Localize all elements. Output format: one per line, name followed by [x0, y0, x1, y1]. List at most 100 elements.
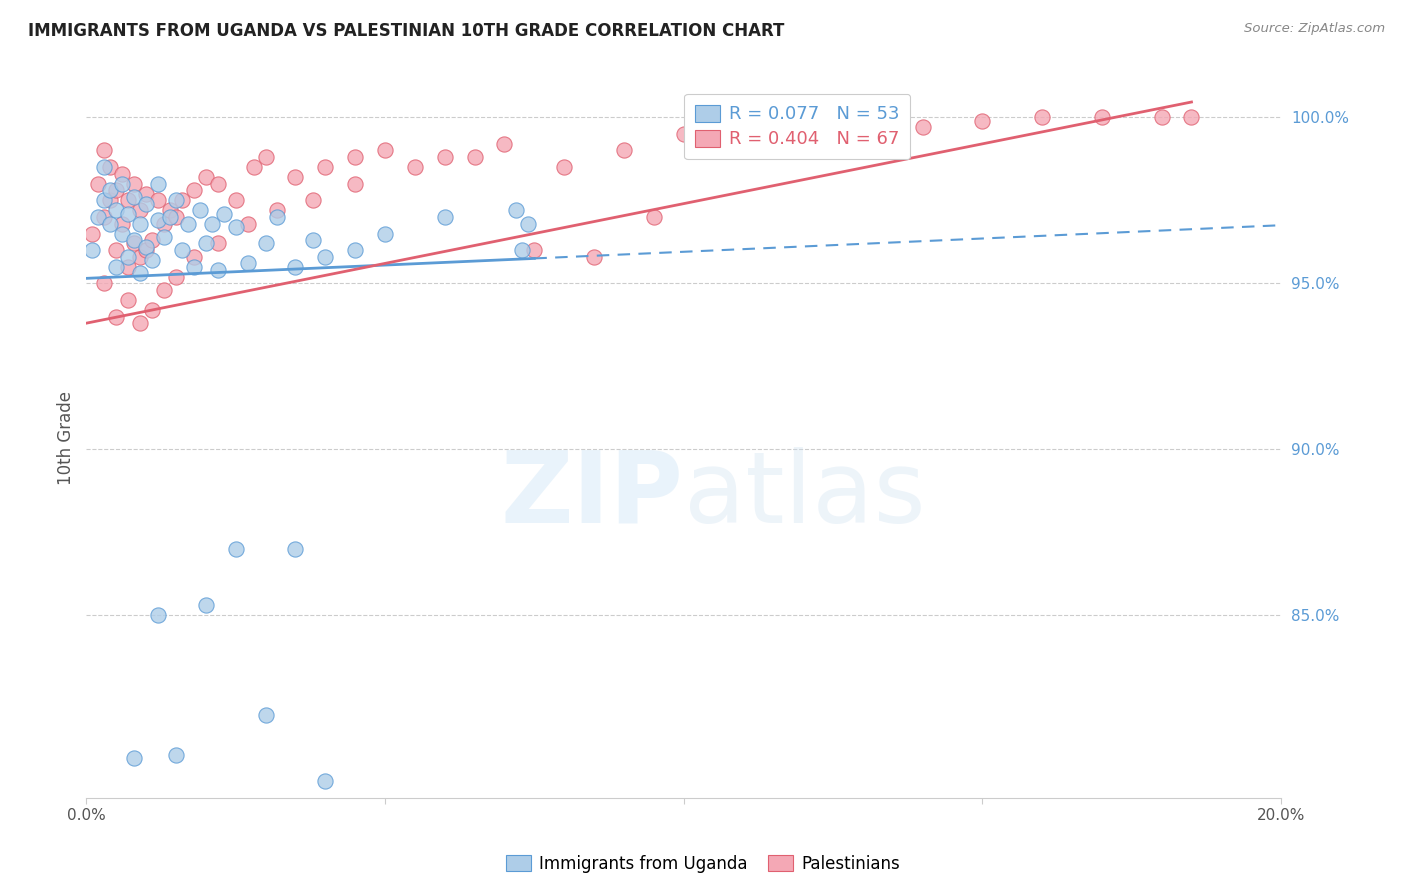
Point: [105, 203, 128, 218]
Point: [129, 266, 152, 280]
Point: [183, 250, 205, 264]
Point: [135, 186, 157, 201]
Point: [284, 541, 307, 556]
Point: [314, 160, 336, 174]
Point: [93, 194, 115, 208]
Text: atlas: atlas: [683, 447, 925, 544]
Point: [212, 206, 235, 220]
Point: [374, 227, 396, 241]
Point: [194, 599, 217, 613]
Point: [93, 160, 115, 174]
Point: [183, 260, 205, 274]
Point: [512, 243, 534, 257]
Point: [433, 150, 456, 164]
Point: [404, 160, 426, 174]
Point: [122, 233, 145, 247]
Point: [207, 263, 229, 277]
Point: [1091, 110, 1114, 124]
Point: [105, 260, 128, 274]
Point: [159, 203, 181, 218]
Point: [153, 283, 176, 297]
Point: [266, 210, 288, 224]
Point: [153, 217, 176, 231]
Point: [165, 210, 187, 224]
Point: [165, 269, 187, 284]
Point: [374, 144, 396, 158]
Point: [141, 233, 163, 247]
Point: [201, 217, 224, 231]
Point: [177, 217, 200, 231]
Point: [553, 160, 575, 174]
Point: [117, 293, 139, 307]
Y-axis label: 10th Grade: 10th Grade: [58, 391, 75, 484]
Point: [672, 127, 695, 141]
Point: [111, 167, 134, 181]
Point: [117, 206, 139, 220]
Point: [302, 194, 325, 208]
Point: [254, 708, 277, 723]
Point: [344, 150, 367, 164]
Point: [972, 113, 994, 128]
Point: [225, 219, 247, 234]
Point: [911, 120, 934, 135]
Point: [242, 160, 264, 174]
Point: [165, 194, 187, 208]
Point: [117, 194, 139, 208]
Point: [170, 194, 193, 208]
Point: [129, 250, 152, 264]
Point: [613, 144, 636, 158]
Point: [194, 236, 217, 251]
Point: [82, 243, 104, 257]
Point: [135, 240, 157, 254]
Point: [122, 236, 145, 251]
Point: [146, 177, 169, 191]
Point: [643, 210, 665, 224]
Point: [170, 243, 193, 257]
Point: [159, 210, 181, 224]
Point: [344, 177, 367, 191]
Point: [141, 302, 163, 317]
Point: [111, 177, 134, 191]
Point: [111, 217, 134, 231]
Point: [302, 233, 325, 247]
Text: ZIP: ZIP: [501, 447, 683, 544]
Point: [433, 210, 456, 224]
Point: [1180, 110, 1202, 124]
Point: [733, 134, 755, 148]
Point: [464, 150, 486, 164]
Point: [266, 203, 288, 218]
Point: [225, 541, 247, 556]
Point: [183, 183, 205, 197]
Point: [122, 751, 145, 765]
Point: [146, 213, 169, 227]
Point: [284, 260, 307, 274]
Point: [344, 243, 367, 257]
Point: [129, 316, 152, 330]
Text: Source: ZipAtlas.com: Source: ZipAtlas.com: [1244, 22, 1385, 36]
Point: [98, 183, 121, 197]
Point: [207, 177, 229, 191]
Point: [105, 183, 128, 197]
Point: [141, 253, 163, 268]
Point: [93, 277, 115, 291]
Legend: R = 0.077   N = 53, R = 0.404   N = 67: R = 0.077 N = 53, R = 0.404 N = 67: [683, 94, 911, 160]
Point: [517, 217, 540, 231]
Text: IMMIGRANTS FROM UGANDA VS PALESTINIAN 10TH GRADE CORRELATION CHART: IMMIGRANTS FROM UGANDA VS PALESTINIAN 10…: [28, 22, 785, 40]
Point: [93, 210, 115, 224]
Legend: Immigrants from Uganda, Palestinians: Immigrants from Uganda, Palestinians: [499, 848, 907, 880]
Point: [284, 170, 307, 185]
Point: [494, 136, 516, 151]
Point: [146, 608, 169, 623]
Point: [523, 243, 546, 257]
Point: [153, 230, 176, 244]
Point: [93, 144, 115, 158]
Point: [98, 194, 121, 208]
Point: [236, 217, 259, 231]
Point: [135, 243, 157, 257]
Point: [117, 260, 139, 274]
Point: [105, 310, 128, 324]
Point: [111, 227, 134, 241]
Point: [146, 194, 169, 208]
Point: [188, 203, 211, 218]
Point: [105, 243, 128, 257]
